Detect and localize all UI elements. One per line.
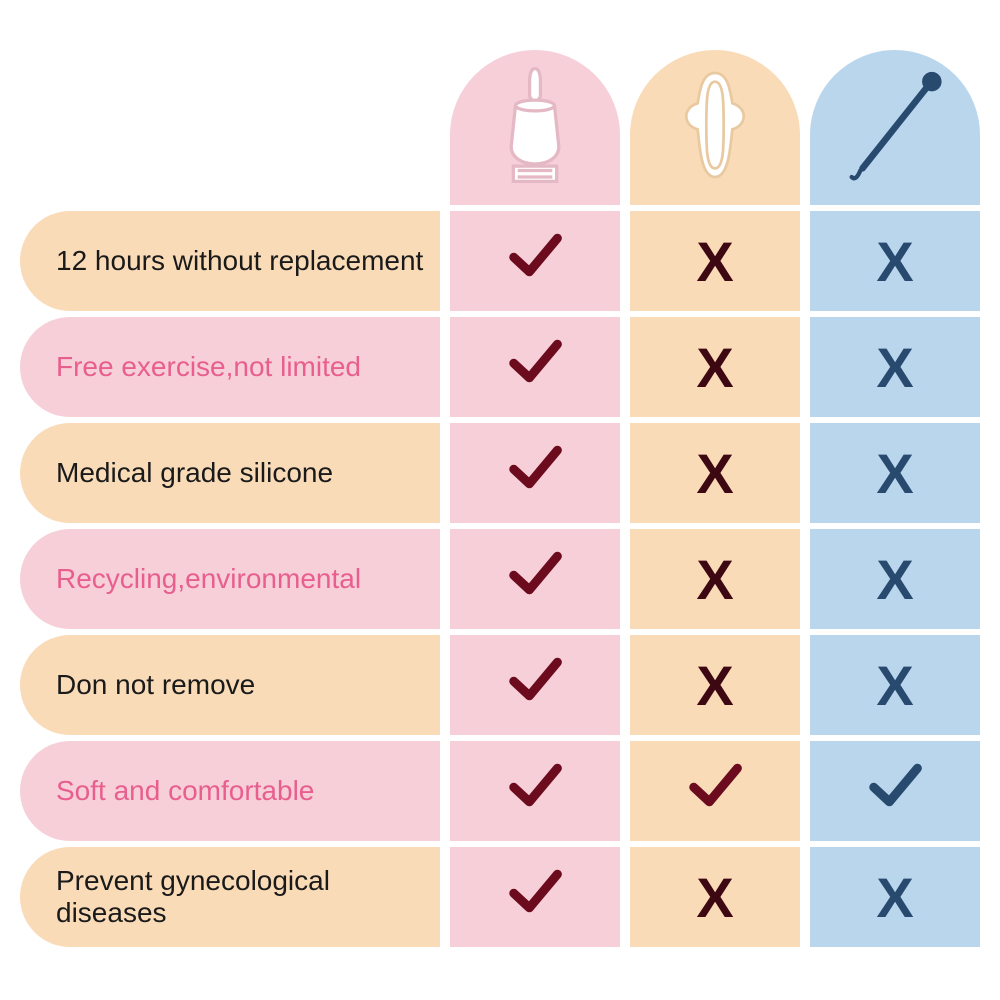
value-cell <box>450 635 620 735</box>
value-cell: X <box>810 211 980 311</box>
check-icon <box>507 439 563 508</box>
table-row: Soft and comfortable <box>20 741 980 841</box>
table-header-row <box>20 50 980 205</box>
cross-icon: X <box>876 441 913 506</box>
cup-icon <box>480 60 590 195</box>
row-label: Recycling,environmental <box>20 529 440 629</box>
table-row: 12 hours without replacement X X <box>20 211 980 311</box>
value-cell: X <box>630 847 800 947</box>
value-cell <box>630 741 800 841</box>
cross-icon: X <box>876 547 913 612</box>
check-icon <box>687 757 743 826</box>
value-cell <box>450 529 620 629</box>
value-cell <box>450 211 620 311</box>
table-row: Recycling,environmental X X <box>20 529 980 629</box>
row-label: Prevent gynecological diseases <box>20 847 440 947</box>
value-cell: X <box>810 529 980 629</box>
header-col-pad <box>630 50 800 205</box>
check-icon <box>507 227 563 296</box>
cross-icon: X <box>876 335 913 400</box>
tampon-icon <box>840 60 950 195</box>
header-spacer <box>20 50 440 205</box>
cross-icon: X <box>696 441 733 506</box>
header-col-tampon <box>810 50 980 205</box>
value-cell <box>810 741 980 841</box>
cross-icon: X <box>696 229 733 294</box>
value-cell: X <box>630 529 800 629</box>
row-label: Medical grade silicone <box>20 423 440 523</box>
value-cell: X <box>810 635 980 735</box>
row-label: Free exercise,not limited <box>20 317 440 417</box>
comparison-table: 12 hours without replacementXXFree exerc… <box>20 50 980 953</box>
check-icon <box>867 757 923 826</box>
pad-icon <box>660 60 770 195</box>
check-icon <box>507 863 563 932</box>
value-cell <box>450 423 620 523</box>
table-row: Medical grade silicone X X <box>20 423 980 523</box>
value-cell <box>450 741 620 841</box>
value-cell: X <box>630 423 800 523</box>
value-cell: X <box>810 423 980 523</box>
value-cell: X <box>630 635 800 735</box>
table-row: Prevent gynecological diseases X X <box>20 847 980 947</box>
cross-icon: X <box>876 229 913 294</box>
table-row: Don not remove X X <box>20 635 980 735</box>
row-label: 12 hours without replacement <box>20 211 440 311</box>
value-cell: X <box>810 317 980 417</box>
cross-icon: X <box>696 335 733 400</box>
row-label: Soft and comfortable <box>20 741 440 841</box>
cross-icon: X <box>696 653 733 718</box>
check-icon <box>507 333 563 402</box>
value-cell <box>450 847 620 947</box>
value-cell <box>450 317 620 417</box>
cross-icon: X <box>696 865 733 930</box>
check-icon <box>507 545 563 614</box>
cross-icon: X <box>876 865 913 930</box>
check-icon <box>507 651 563 720</box>
value-cell: X <box>810 847 980 947</box>
cross-icon: X <box>876 653 913 718</box>
value-cell: X <box>630 211 800 311</box>
check-icon <box>507 757 563 826</box>
row-label: Don not remove <box>20 635 440 735</box>
cross-icon: X <box>696 547 733 612</box>
table-row: Free exercise,not limited X X <box>20 317 980 417</box>
header-col-cup <box>450 50 620 205</box>
value-cell: X <box>630 317 800 417</box>
